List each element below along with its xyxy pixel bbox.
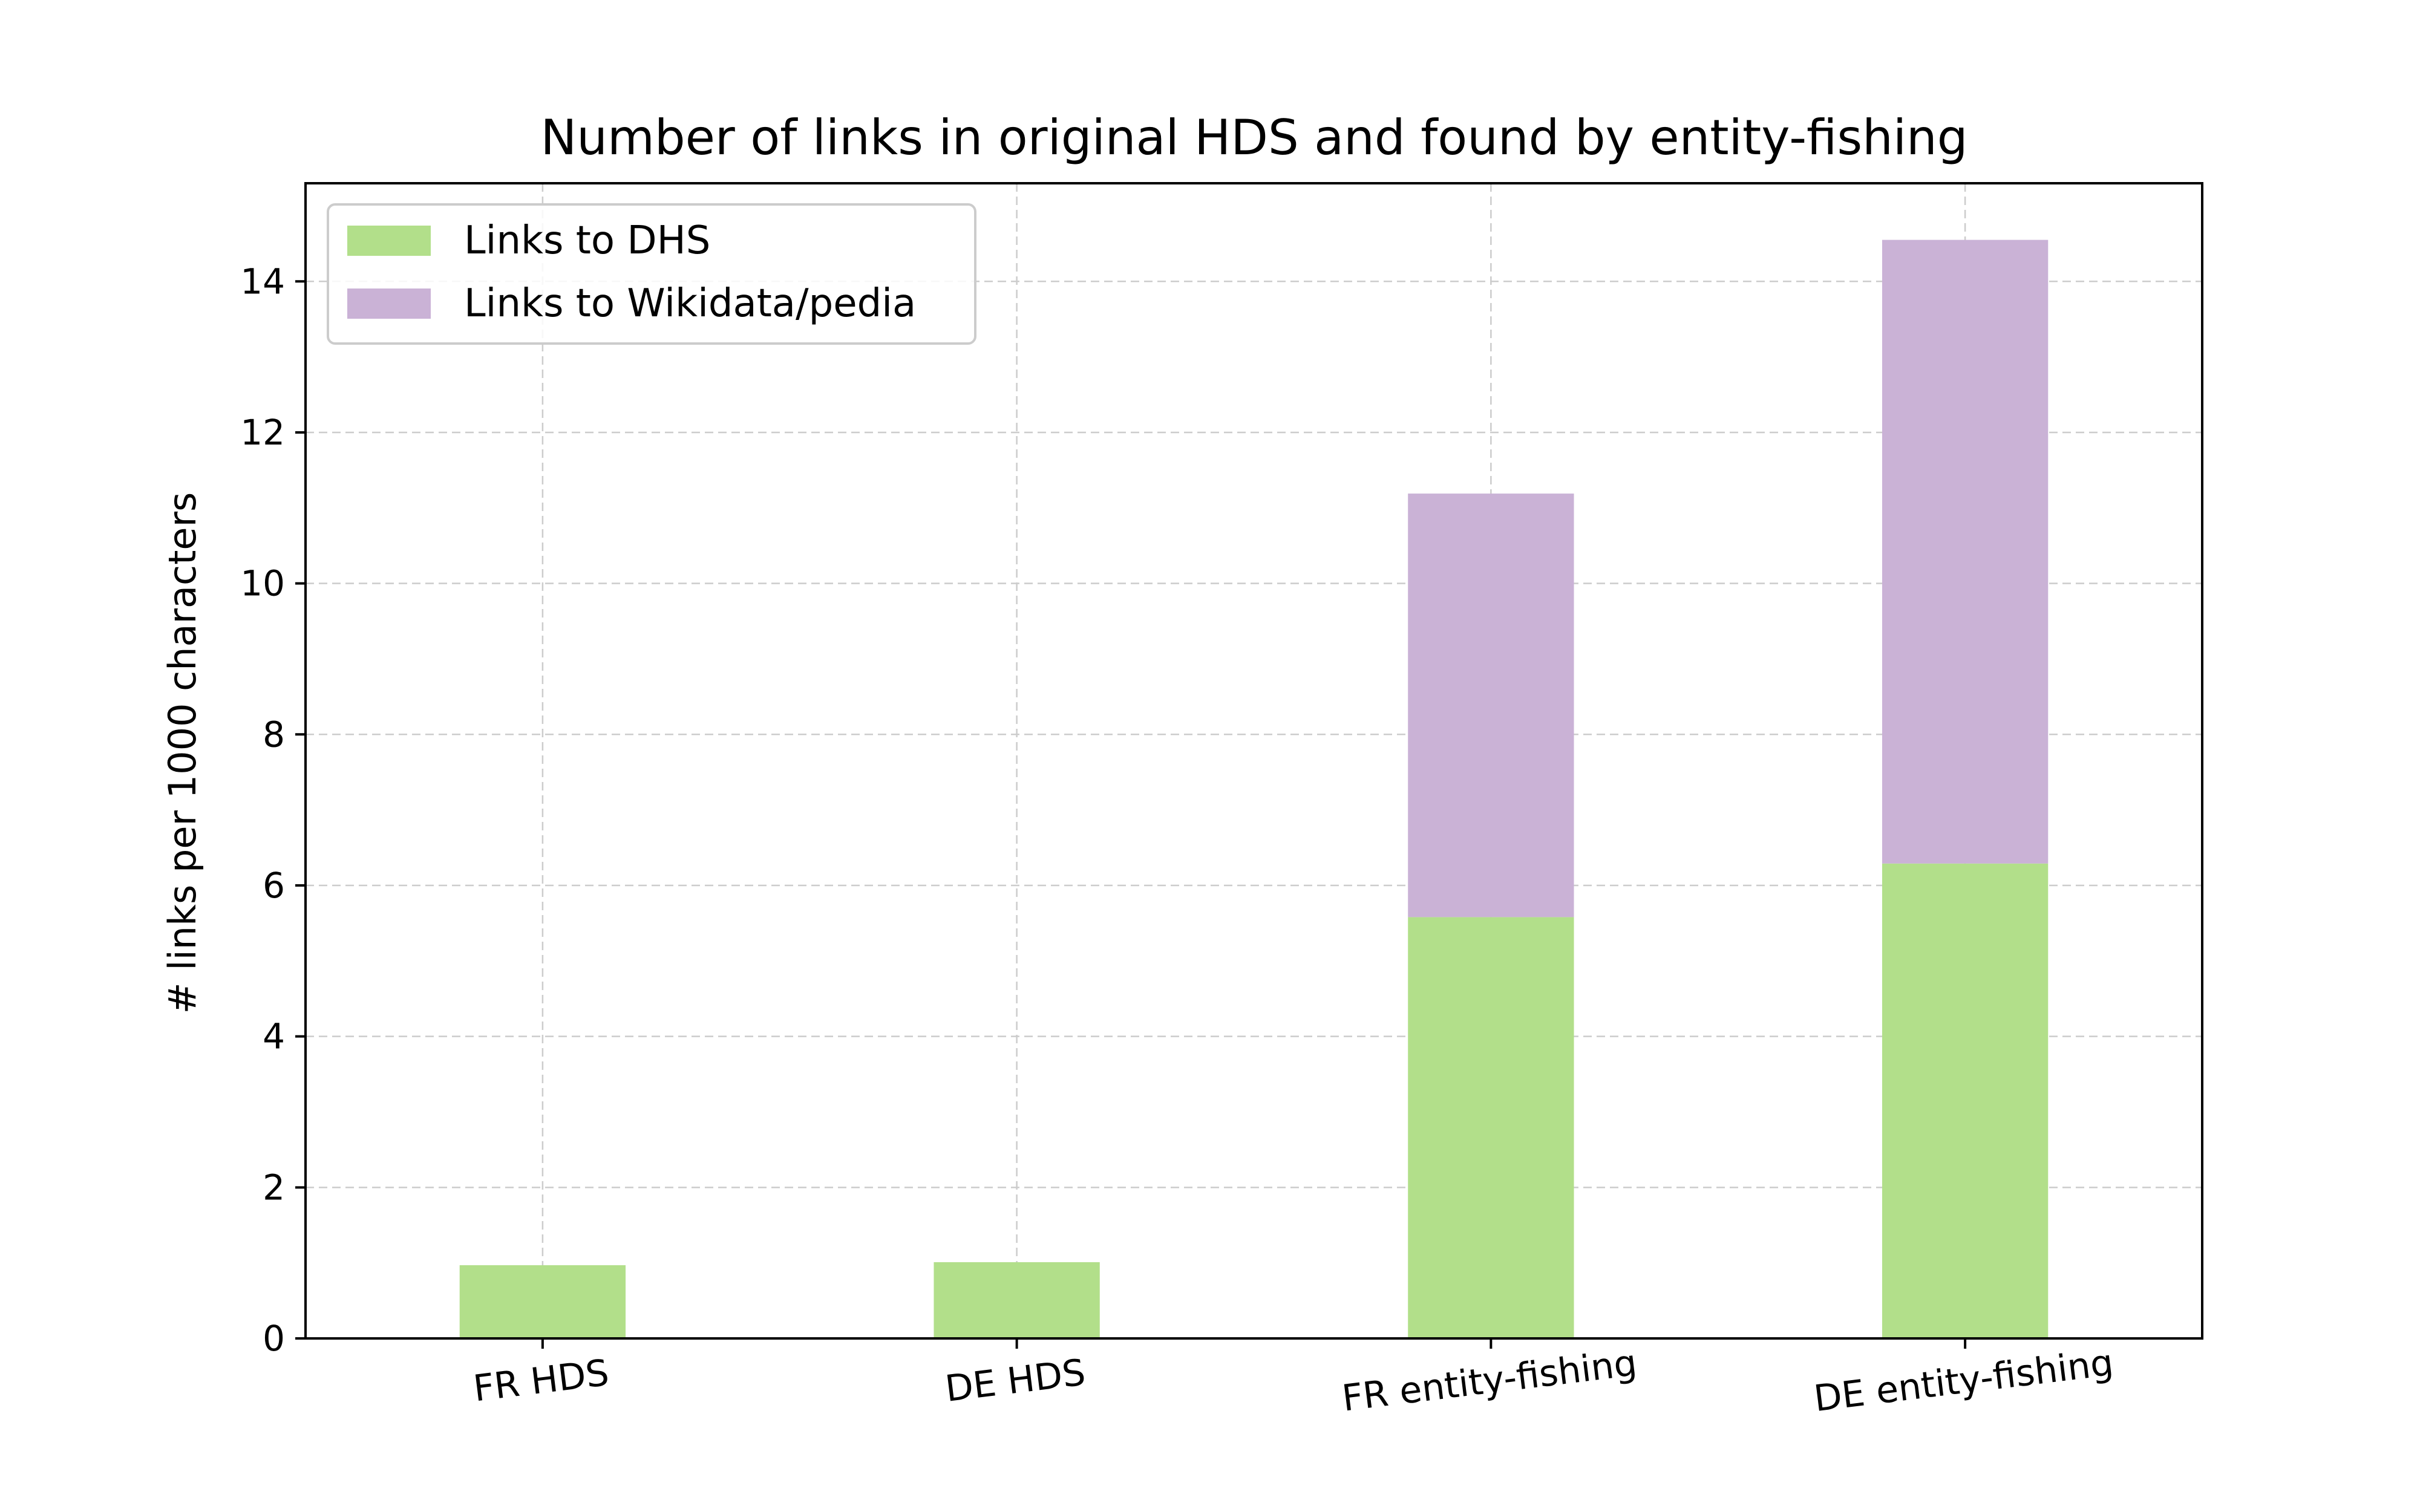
legend-swatch [347, 288, 431, 319]
bar-wikidata-3 [1882, 240, 2049, 864]
bar-wikidata-2 [1408, 494, 1574, 917]
chart-title: Number of links in original HDS and foun… [540, 109, 1967, 166]
y-tick-label: 12 [240, 412, 285, 453]
bar-dhs-3 [1882, 863, 2049, 1338]
y-tick-label: 0 [263, 1318, 285, 1359]
plot-frame [304, 182, 2203, 1340]
legend-label: Links to DHS [464, 218, 710, 263]
bar-dhs-2 [1408, 917, 1574, 1338]
legend-box [327, 203, 976, 345]
y-tick-label: 6 [263, 865, 285, 906]
y-tick-label: 2 [263, 1167, 285, 1208]
bar-dhs-1 [934, 1262, 1100, 1338]
y-tick-label: 14 [240, 261, 285, 302]
y-tick-label: 4 [263, 1016, 285, 1057]
y-axis-ticks: 0 2 4 6 8 10 12 14 [240, 261, 306, 1359]
y-tick-label: 8 [263, 714, 285, 755]
bar-dhs-0 [459, 1265, 626, 1338]
y-axis-label: # links per 1000 characters [160, 492, 204, 1014]
bars [459, 240, 2049, 1338]
legend-swatch [347, 226, 431, 256]
legend-label: Links to Wikidata/pedia [464, 281, 916, 326]
y-tick-label: 10 [240, 563, 285, 604]
legend: Links to DHS Links to Wikidata/pedia [327, 203, 976, 345]
